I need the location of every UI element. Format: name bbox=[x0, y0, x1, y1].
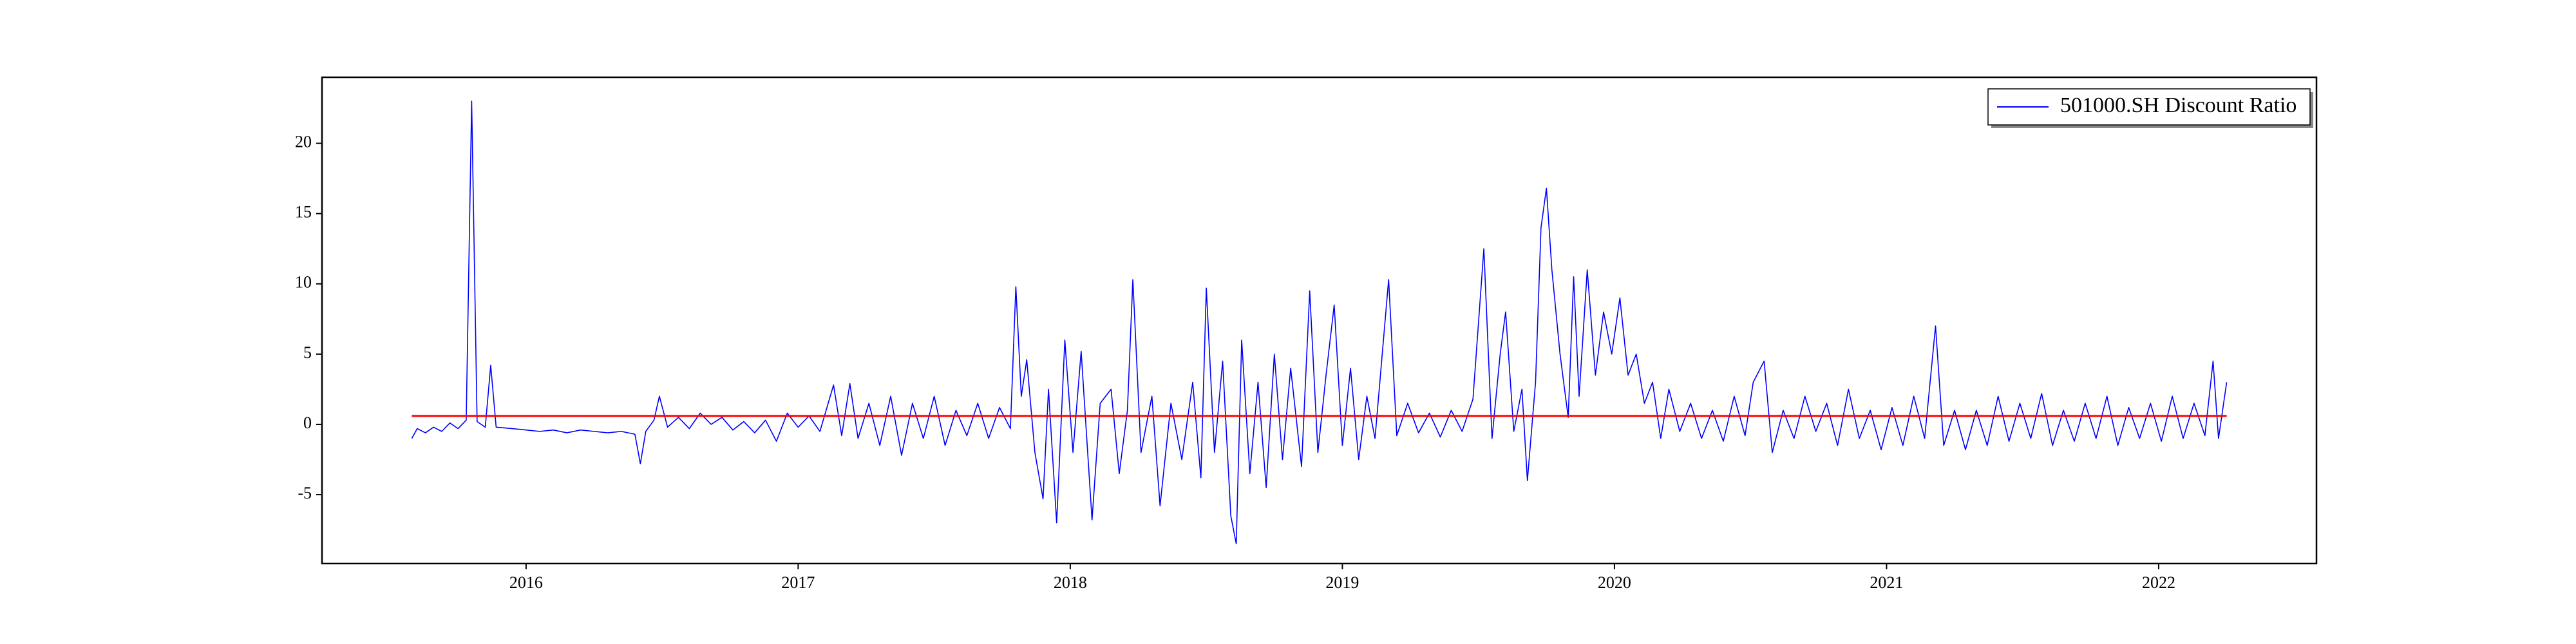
y-tick-label: 5 bbox=[303, 343, 312, 362]
x-tick-label: 2021 bbox=[1870, 573, 1903, 592]
x-tick-label: 2019 bbox=[1325, 573, 1359, 592]
x-tick-label: 2017 bbox=[781, 573, 815, 592]
x-tick-label: 2020 bbox=[1598, 573, 1631, 592]
x-tick-label: 2022 bbox=[2142, 573, 2175, 592]
series-line bbox=[411, 100, 2228, 545]
x-tick-label: 2016 bbox=[509, 573, 543, 592]
legend-label: 501000.SH Discount Ratio bbox=[2060, 93, 2297, 117]
y-tick-label: -5 bbox=[298, 484, 312, 502]
y-tick-label: 10 bbox=[295, 273, 312, 292]
y-tick-label: 0 bbox=[303, 413, 312, 432]
y-tick-label: 20 bbox=[295, 133, 312, 151]
x-tick-label: 2018 bbox=[1054, 573, 1087, 592]
y-tick-label: 15 bbox=[295, 203, 312, 222]
plot-frame bbox=[321, 76, 2318, 565]
